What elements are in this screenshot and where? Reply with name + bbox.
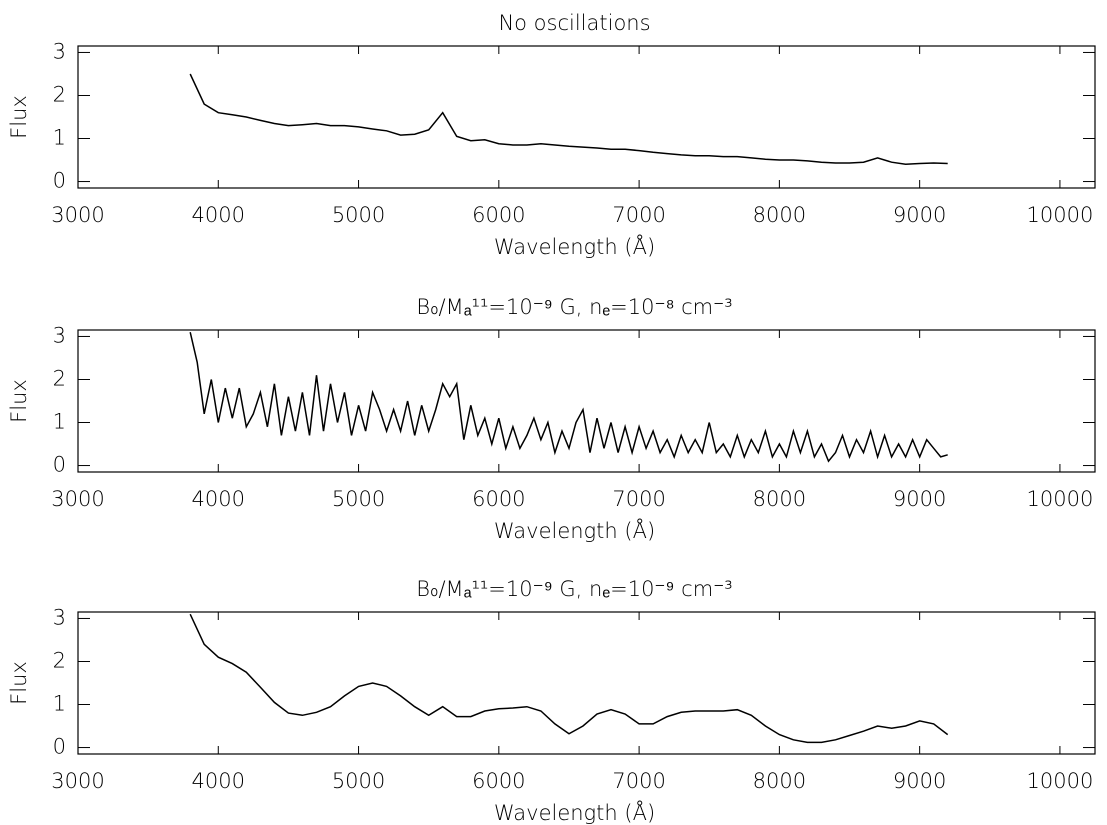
panel-title: No oscillations [498,11,650,35]
x-tick-label: 7000 [612,203,665,227]
panel-title: B₀/Mₐ¹¹=10⁻⁹ G, nₑ=10⁻⁸ cm⁻³ [416,295,732,319]
x-tick-label: 7000 [612,487,665,511]
x-axis-label: Wavelength (Å) [494,234,655,259]
x-tick-label: 5000 [332,769,385,793]
y-tick-label: 0 [53,169,66,193]
y-tick-label: 2 [53,366,66,390]
x-tick-label: 10000 [1027,769,1094,793]
x-axis-label: Wavelength (Å) [494,518,655,543]
plot-frame [77,45,1096,189]
spectrum-line [189,332,948,463]
y-axis-label: Flux [7,379,31,423]
y-axis-label: Flux [7,95,31,139]
y-tick-label: 3 [53,605,66,629]
x-tick-label: 9000 [893,487,946,511]
x-tick-label: 10000 [1027,487,1094,511]
y-tick-label: 1 [53,126,66,150]
y-tick-label: 1 [53,410,66,434]
y-tick-label: 0 [53,735,66,759]
x-tick-label: 5000 [332,203,385,227]
x-axis-label: Wavelength (Å) [494,800,655,825]
y-tick-label: 2 [53,648,66,672]
x-tick-label: 6000 [472,769,525,793]
plot-frame [77,329,1096,473]
x-tick-label: 4000 [192,487,245,511]
y-tick-label: 0 [53,453,66,477]
y-tick-label: 3 [53,39,66,63]
y-axis-label: Flux [7,661,31,705]
x-tick-label: 7000 [612,769,665,793]
y-tick-label: 1 [53,692,66,716]
x-tick-label: 3000 [51,203,104,227]
x-tick-label: 10000 [1027,203,1094,227]
plot-frame [77,611,1096,755]
spectrum-line [189,73,948,166]
spectrum-line [189,613,949,744]
x-tick-label: 9000 [893,203,946,227]
x-tick-label: 8000 [753,487,806,511]
x-tick-label: 4000 [192,769,245,793]
x-tick-label: 6000 [472,203,525,227]
x-tick-label: 8000 [753,769,806,793]
y-tick-label: 2 [53,82,66,106]
x-tick-label: 6000 [472,487,525,511]
x-tick-label: 3000 [51,487,104,511]
x-tick-label: 9000 [893,769,946,793]
panel-title: B₀/Mₐ¹¹=10⁻⁹ G, nₑ=10⁻⁹ cm⁻³ [416,577,732,601]
x-tick-label: 5000 [332,487,385,511]
x-tick-label: 3000 [51,769,104,793]
x-tick-label: 8000 [753,203,806,227]
y-tick-label: 3 [53,323,66,347]
x-tick-label: 4000 [192,203,245,227]
